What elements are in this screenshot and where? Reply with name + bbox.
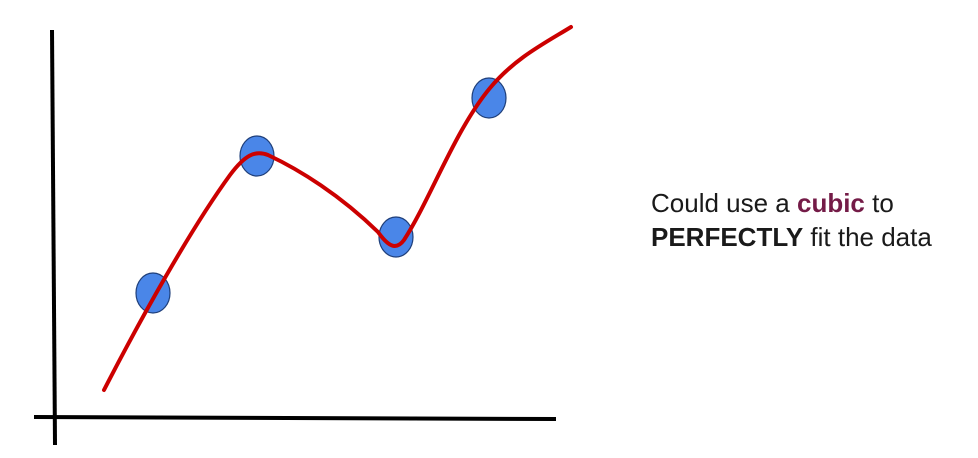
caption-emphasis-cubic: cubic	[796, 188, 865, 218]
caption-emphasis-perfectly: PERFECTLY	[651, 222, 804, 252]
x-axis	[33, 415, 557, 421]
data-point	[378, 216, 414, 258]
caption-text: to	[864, 188, 894, 218]
caption-line-2: PERFECTLY fit the data	[651, 220, 971, 254]
fit-curve	[102, 25, 573, 392]
y-axis	[50, 29, 57, 446]
caption-line-1: Could use a cubic to	[651, 186, 971, 220]
caption: Could use a cubic to PERFECTLY fit the d…	[651, 186, 971, 254]
caption-text: Could use a	[651, 188, 797, 218]
data-point	[471, 77, 507, 119]
caption-text: fit the data	[803, 222, 932, 252]
